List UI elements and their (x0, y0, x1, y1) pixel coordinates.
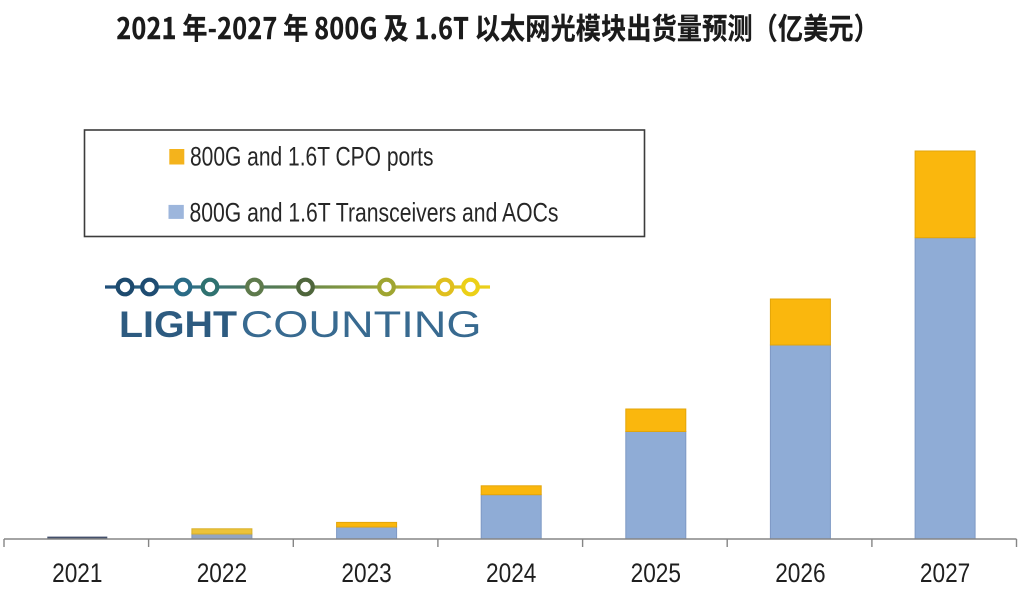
svg-text:COUNTING: COUNTING (241, 304, 482, 345)
svg-text:2024: 2024 (486, 558, 536, 588)
svg-text:LIGHT: LIGHT (119, 304, 237, 345)
svg-text:800G and 1.6T Transceivers and: 800G and 1.6T Transceivers and AOCs (190, 198, 559, 228)
svg-text:800G and 1.6T CPO ports: 800G and 1.6T CPO ports (190, 142, 434, 172)
svg-text:2025: 2025 (631, 558, 681, 588)
svg-text:2027: 2027 (920, 558, 970, 588)
svg-text:2022: 2022 (197, 558, 247, 588)
svg-text:2021: 2021 (52, 558, 102, 588)
svg-text:2026: 2026 (775, 558, 825, 588)
svg-text:2023: 2023 (341, 558, 391, 588)
